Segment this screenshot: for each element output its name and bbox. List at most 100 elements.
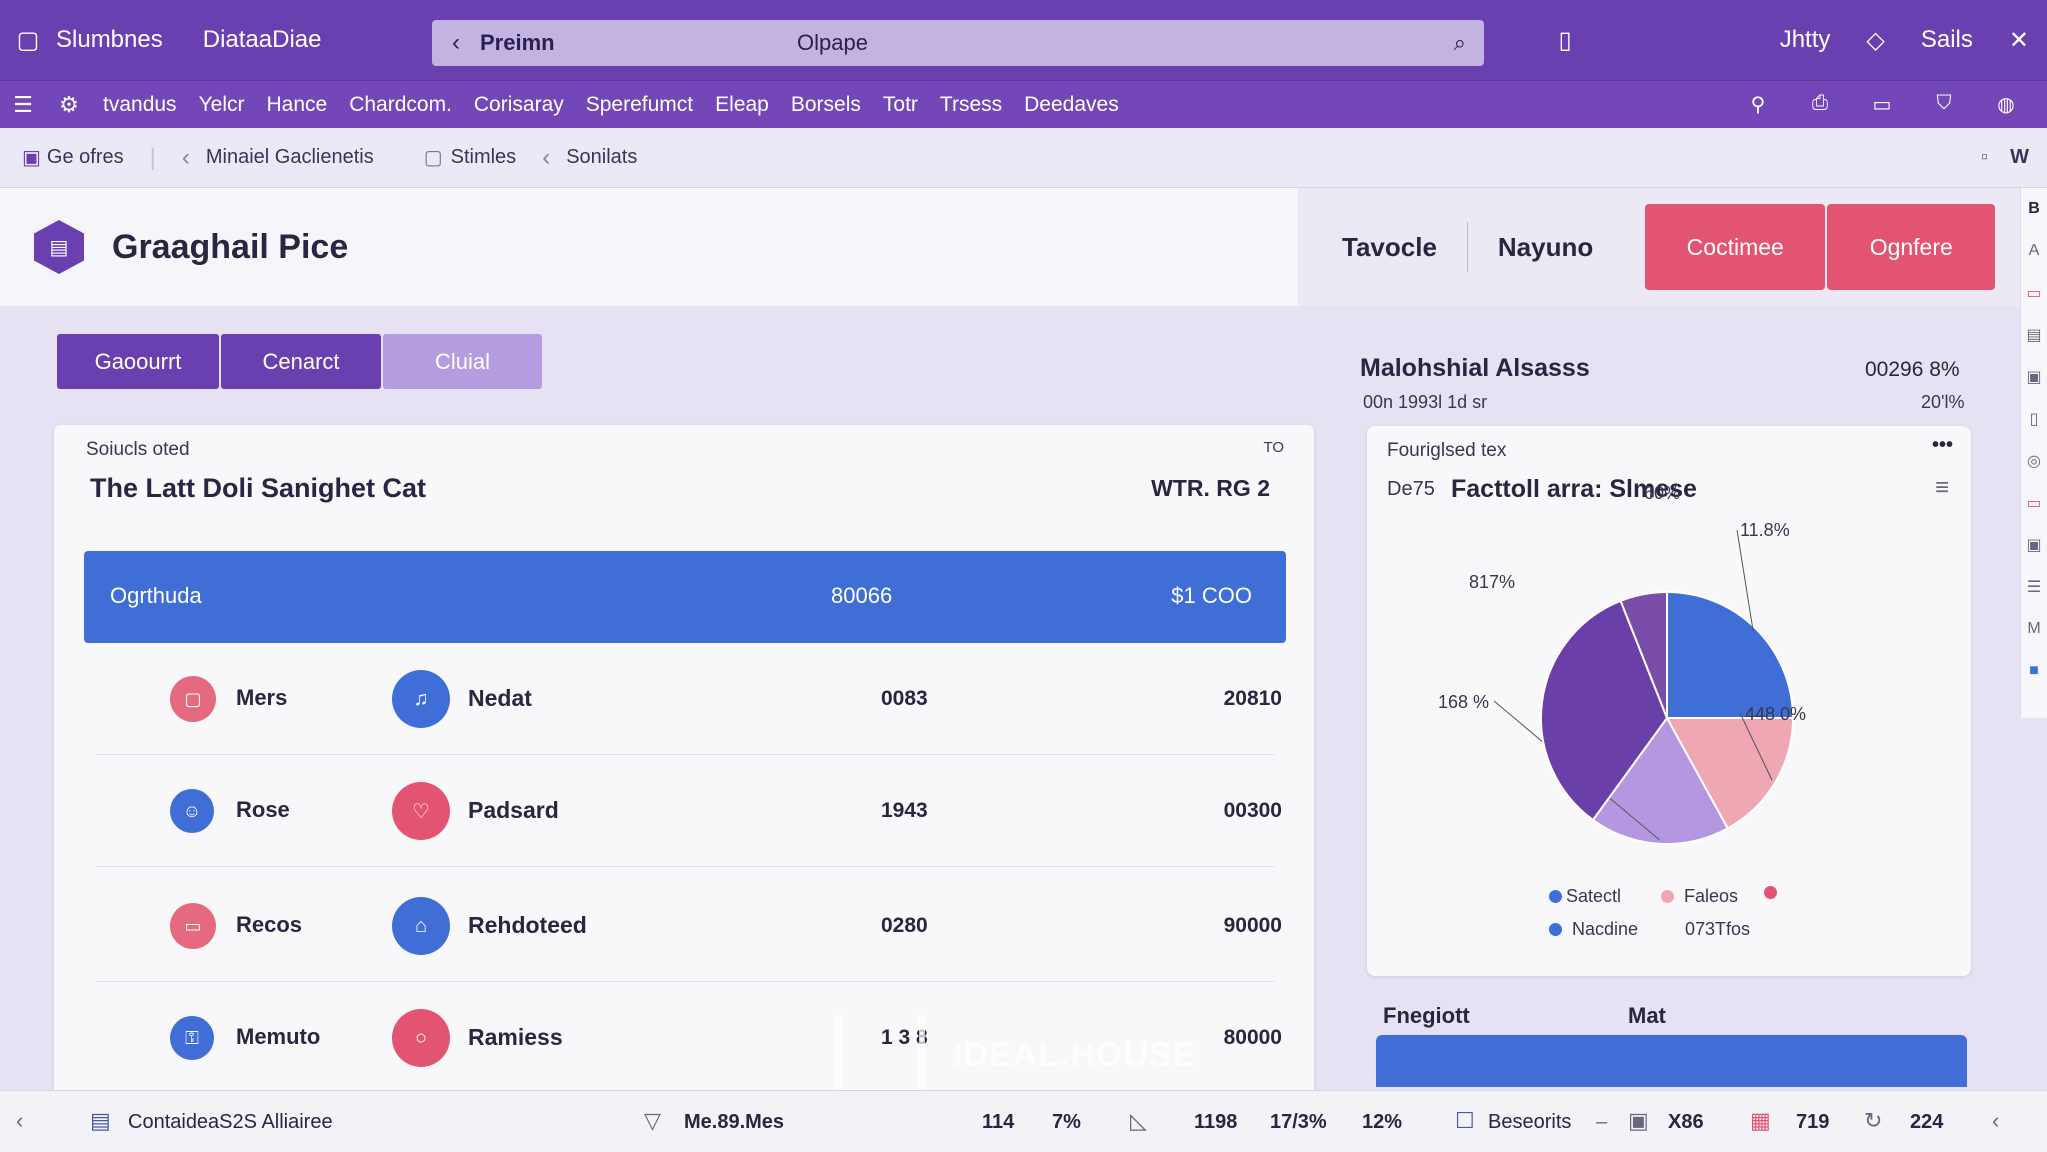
filter-icon[interactable]: ⚲ — [1750, 94, 1766, 116]
right-side-strip: B A ▭ ▤ ▣ ▯ ◎ ▭ ▣ ☰ M ■ — [2020, 188, 2047, 718]
clipboard-icon[interactable]: ▭ — [1872, 94, 1892, 116]
strip-label[interactable]: B — [2028, 200, 2040, 217]
search-bar[interactable]: ‹ Preimn Olpape ⌕ — [432, 20, 1484, 66]
shield-icon[interactable]: ⛉ — [1936, 92, 1952, 114]
table-row[interactable]: ▭ Recos ⌂ Rehdoteed 0280 90000 — [96, 870, 1282, 982]
legend-item[interactable]: Nacdine — [1549, 919, 1638, 940]
breadcrumb-item[interactable]: ▢ Stimles — [424, 145, 516, 170]
chevron-left-icon[interactable]: ‹ — [181, 143, 190, 171]
pie-slice[interactable] — [1619, 590, 1668, 719]
app-title-secondary[interactable]: DiataaDiae — [202, 26, 322, 53]
breadcrumb-item[interactable]: Minaiel Gaclienetis — [206, 146, 374, 169]
print-icon[interactable]: ⎙ — [1812, 92, 1828, 114]
tag-icon[interactable]: ◇ — [1866, 26, 1885, 54]
status-filter-text: Me.89.Mes — [684, 1111, 785, 1133]
strip-blue-icon[interactable]: ■ — [2029, 662, 2039, 679]
filter-icon[interactable]: ▽ — [644, 1108, 661, 1133]
table-row[interactable]: ☺ Rose ♡ Padsard 1943 00300 — [96, 755, 1282, 867]
card-title: The Latt Doli Sanighet Cat — [90, 473, 427, 503]
table-row[interactable]: ▢ Mers ♫ Nedat 0083 20810 — [96, 643, 1282, 755]
refresh-icon[interactable]: ↻ — [1864, 1108, 1883, 1133]
settings-icon[interactable]: ⚙ — [59, 91, 79, 117]
close-icon[interactable]: ✕ — [2008, 26, 2029, 54]
window-square-icon[interactable]: ▯ — [1558, 26, 1572, 54]
legend-dot — [1764, 886, 1777, 899]
tab-cenarct[interactable]: Cenarct — [221, 334, 381, 389]
header-link-tavocle[interactable]: Tavocle — [1342, 231, 1437, 262]
page-header: ▤ Graaghail Pice — [0, 188, 1298, 306]
coctimee-button[interactable]: Coctimee — [1645, 204, 1826, 290]
checkbox[interactable]: ☐ — [1455, 1108, 1475, 1133]
table-header[interactable]: Ogrthuda 80066 $1 COO — [84, 551, 1286, 643]
menu-item[interactable]: Chardcom. — [349, 92, 452, 116]
triangle-icon: ◺ — [1130, 1108, 1147, 1133]
folder-icon: ▣ — [22, 147, 41, 169]
title-bar-right: ▯ Jhtty ◇ Sails ✕ — [1540, 0, 2047, 80]
pie-slice[interactable] — [1540, 599, 1669, 822]
page-title: Graaghail Pice — [112, 227, 349, 266]
globe-icon[interactable]: ◍ — [1997, 94, 2015, 116]
breadcrumb-item[interactable]: Sonilats — [566, 146, 637, 169]
bell-icon: ⌂ — [392, 897, 450, 955]
strip-red-icon[interactable]: ▭ — [2026, 285, 2042, 302]
legend-label: Satectl — [1566, 886, 1622, 906]
card-right-label: WTR. RG 2 — [1151, 475, 1270, 501]
status-value: X86 — [1668, 1111, 1704, 1133]
breadcrumb-right: ▫ W — [1981, 146, 2029, 169]
tab-cluial[interactable]: Cluial — [383, 334, 542, 389]
menu-item[interactable]: Borsels — [790, 92, 861, 116]
chevron-left-icon[interactable]: ‹ — [542, 143, 551, 171]
pie-slice[interactable] — [1666, 590, 1795, 719]
app-logo-icon: ▤ — [34, 220, 84, 274]
sails-label[interactable]: Sails — [1920, 26, 1973, 53]
table-row[interactable]: ⚿ Memuto ○ Ramiess 1 3 8 80000 — [96, 982, 1282, 1094]
strip-doc-icon[interactable]: ▤ — [2026, 327, 2042, 344]
row-name: Recos — [236, 912, 303, 937]
breadcrumb-item[interactable]: ▣ Ge ofres — [22, 145, 124, 170]
chevron-left-icon[interactable]: ‹ — [16, 1108, 24, 1133]
strip-file-icon[interactable]: ▯ — [2029, 411, 2039, 428]
window-icon[interactable]: ▫ — [1981, 146, 1989, 168]
more-icon[interactable]: ••• — [1931, 434, 1953, 456]
chevron-left-icon[interactable]: ‹ — [452, 29, 460, 56]
app-square-icon[interactable]: ▢ — [16, 26, 40, 54]
pie-leader-line — [1736, 529, 1754, 632]
header-link-nayuno[interactable]: Nayuno — [1497, 231, 1594, 262]
menu-icon[interactable]: ≡ — [1934, 474, 1949, 501]
menu-item[interactable]: Deedaves — [1024, 92, 1119, 116]
strip-lock-icon[interactable]: ▣ — [2026, 369, 2042, 386]
status-bar: ‹ ▤ ContaideaS2S Alliairee ▽ Me.89.Mes 1… — [0, 1090, 2047, 1152]
app-title-primary[interactable]: Slumbnes — [56, 26, 163, 53]
chevron-left-icon[interactable]: ‹ — [1992, 1108, 2000, 1133]
tab-gaoourrt[interactable]: Gaoourrt — [57, 334, 219, 389]
legend-item[interactable]: Satectl — [1549, 886, 1621, 907]
user-label[interactable]: Jhtty — [1779, 26, 1831, 53]
legend-item[interactable]: Faleos — [1661, 886, 1738, 907]
breadcrumb-right-label[interactable]: W — [2010, 146, 2029, 168]
strip-red-icon[interactable]: ▭ — [2026, 495, 2042, 512]
hamburger-icon[interactable]: ☰ — [13, 91, 33, 117]
strip-box-icon[interactable]: ▣ — [2026, 537, 2042, 554]
menu-item[interactable]: Sperefumct — [585, 92, 694, 116]
strip-list-icon[interactable]: ☰ — [2026, 579, 2042, 596]
section-label: Fnegiott — [1383, 1003, 1470, 1028]
menu-item[interactable]: Eleap — [715, 92, 769, 116]
strip-label[interactable]: M — [2027, 620, 2041, 637]
ognfere-button[interactable]: Ognfere — [1827, 204, 1996, 290]
panel-title: Malohshial Alsasss — [1360, 354, 1590, 382]
strip-label[interactable]: A — [2028, 242, 2040, 259]
search-icon[interactable]: ⌕ — [1453, 30, 1466, 55]
status-value: 719 — [1796, 1111, 1830, 1133]
legend-item[interactable]: 073Tfos — [1685, 919, 1750, 940]
menu-item[interactable]: Trsess — [939, 92, 1003, 116]
menu-item[interactable]: Hance — [266, 92, 328, 116]
menu-item[interactable]: Corisaray — [473, 92, 564, 116]
menu-item[interactable]: Totr — [882, 92, 918, 116]
divider — [1466, 222, 1468, 272]
menu-item[interactable]: Yelcr — [198, 92, 245, 116]
pie-slice[interactable] — [1665, 717, 1795, 830]
strip-gear-icon[interactable]: ◎ — [2027, 453, 2041, 470]
menu-item[interactable]: tvandus — [103, 92, 177, 116]
legend-item[interactable] — [1764, 886, 1781, 899]
bottom-bar-chart[interactable] — [1376, 1035, 1967, 1087]
